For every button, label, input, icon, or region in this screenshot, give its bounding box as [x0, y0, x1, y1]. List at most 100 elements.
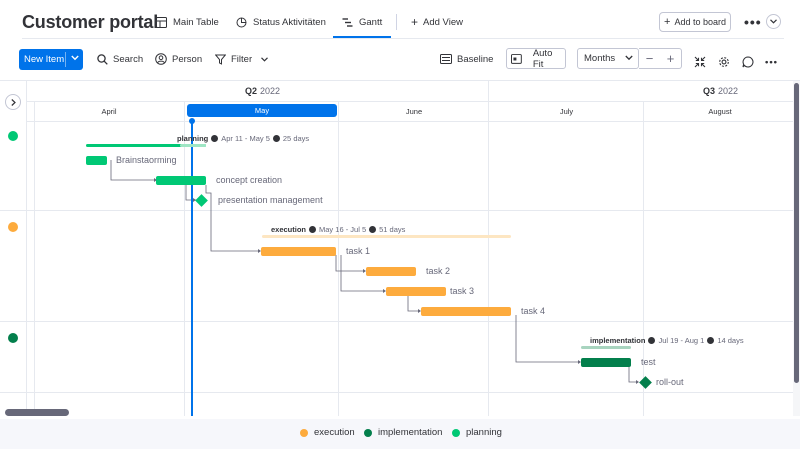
today-marker [191, 121, 193, 416]
dependency-link [110, 160, 154, 181]
group-divider [0, 321, 793, 322]
fullscreen-button[interactable] [694, 51, 711, 73]
dependency-arrow [578, 360, 581, 364]
task-bar-concept-creation[interactable] [156, 176, 206, 185]
dependency-link [205, 185, 259, 252]
dependency-arrow [636, 380, 639, 384]
new-item-split [65, 52, 66, 67]
settings-button[interactable] [718, 51, 735, 73]
new-item-label: New Item [24, 54, 65, 65]
zoom-in-button[interactable]: + [666, 51, 675, 66]
person-filter-button[interactable]: Person [155, 48, 202, 70]
horizontal-scrollbar[interactable] [5, 409, 69, 416]
month-august: August [708, 107, 732, 116]
filter-label: Filter [231, 53, 253, 65]
plus-icon: + [664, 16, 671, 28]
zoom-level-value: Months [584, 53, 616, 64]
group-indicator-planning[interactable] [8, 131, 18, 141]
add-to-board-button[interactable]: + Add to board [659, 12, 731, 32]
auto-fit-button[interactable]: Auto Fit [506, 47, 566, 70]
chevron-down-icon [261, 56, 269, 62]
add-view-button[interactable]: + Add View [411, 8, 463, 36]
filter-icon [215, 54, 226, 65]
group-name: execution [271, 225, 307, 234]
task-bar-task-2[interactable] [366, 267, 416, 276]
dependency-arrow [363, 269, 366, 273]
search-label: Search [113, 53, 144, 65]
dependency-link [407, 295, 419, 312]
task-label: task 4 [521, 306, 546, 316]
legend-item-planning: planning [452, 427, 502, 438]
group-summary-bar-planning[interactable] [86, 144, 206, 147]
dependency-link [185, 185, 196, 201]
legend-swatch [364, 428, 372, 437]
board-header: Customer portal Main Table Status Aktivi… [0, 0, 800, 40]
task-label: roll-out [656, 377, 684, 387]
month-gridline [488, 101, 489, 416]
legend-swatch [300, 428, 308, 437]
chevron-down-icon [770, 19, 777, 24]
task-label: task 1 [346, 246, 371, 256]
tab-status-aktivitaeten[interactable]: Status Aktivitäten [236, 8, 326, 36]
baseline-label: Baseline [457, 53, 494, 65]
new-item-button[interactable]: New Item [19, 49, 83, 70]
task-label: test [641, 357, 656, 367]
task-label: Brainstaorming [116, 155, 177, 165]
tab-gantt[interactable]: Gantt [342, 8, 382, 36]
group-column [0, 81, 27, 416]
quarter-label: Q3 2022 [703, 86, 739, 96]
gear-icon [719, 57, 729, 67]
dependency-link [515, 315, 579, 363]
group-label-planning: planning Apr 11 - May 5 25 days [177, 134, 310, 143]
plus-icon: + [411, 15, 419, 29]
task-bar-task-3[interactable] [386, 287, 446, 296]
dependency-arrow [154, 178, 157, 182]
legend-swatch [452, 428, 460, 437]
task-bar-test[interactable] [581, 358, 631, 367]
search-button[interactable]: Search [97, 48, 143, 70]
legend-item-implementation: implementation [364, 427, 442, 438]
tab-main-table[interactable]: Main Table [156, 8, 219, 36]
month-june: June [405, 107, 423, 116]
header-divider [22, 38, 784, 39]
dependency-arrow [258, 249, 261, 253]
expand-groups-button[interactable] [5, 94, 21, 110]
toolbar-more-button[interactable]: ••• [765, 56, 778, 68]
chevron-down-icon[interactable] [71, 55, 79, 61]
legend [0, 419, 800, 449]
group-indicator-implementation[interactable] [8, 333, 18, 343]
tab-main-table-label: Main Table [173, 16, 219, 28]
auto-fit-label: Auto Fit [532, 47, 553, 70]
task-bar-brainstorming[interactable] [86, 156, 107, 165]
zoom-level-select[interactable]: Months [577, 48, 639, 69]
group-summary-bar-implementation[interactable] [581, 346, 631, 349]
gantt-icon [342, 17, 353, 27]
month-april: April [101, 107, 117, 116]
month-may-current[interactable]: May [187, 104, 337, 117]
collapse-header-button[interactable] [766, 14, 781, 29]
dependency-arrow [418, 309, 421, 313]
zoom-out-button[interactable]: − [645, 51, 654, 66]
task-label: presentation management [218, 195, 323, 205]
group-divider [0, 392, 793, 393]
group-indicator-execution[interactable] [8, 222, 18, 232]
add-to-board-label: Add to board [674, 17, 726, 27]
board-more-button[interactable]: ••• [744, 14, 762, 30]
baseline-button[interactable]: Baseline [440, 48, 493, 70]
group-name: implementation [590, 336, 646, 345]
board-title[interactable]: Customer portal [22, 12, 159, 32]
group-summary-bar-execution[interactable] [262, 235, 511, 238]
group-summary-baseline [180, 144, 206, 147]
person-label: Person [172, 53, 203, 65]
task-bar-task-1[interactable] [261, 247, 336, 256]
add-view-label: Add View [423, 16, 463, 28]
tab-divider [396, 14, 397, 30]
month-gridline [184, 101, 185, 416]
vertical-scrollbar[interactable] [794, 83, 799, 383]
dependency-link [628, 367, 638, 383]
quarter-divider [488, 81, 489, 101]
chat-icon [742, 56, 754, 68]
filter-button[interactable]: Filter [215, 48, 273, 70]
task-bar-task-4[interactable] [421, 307, 511, 316]
comments-button[interactable] [742, 51, 759, 73]
